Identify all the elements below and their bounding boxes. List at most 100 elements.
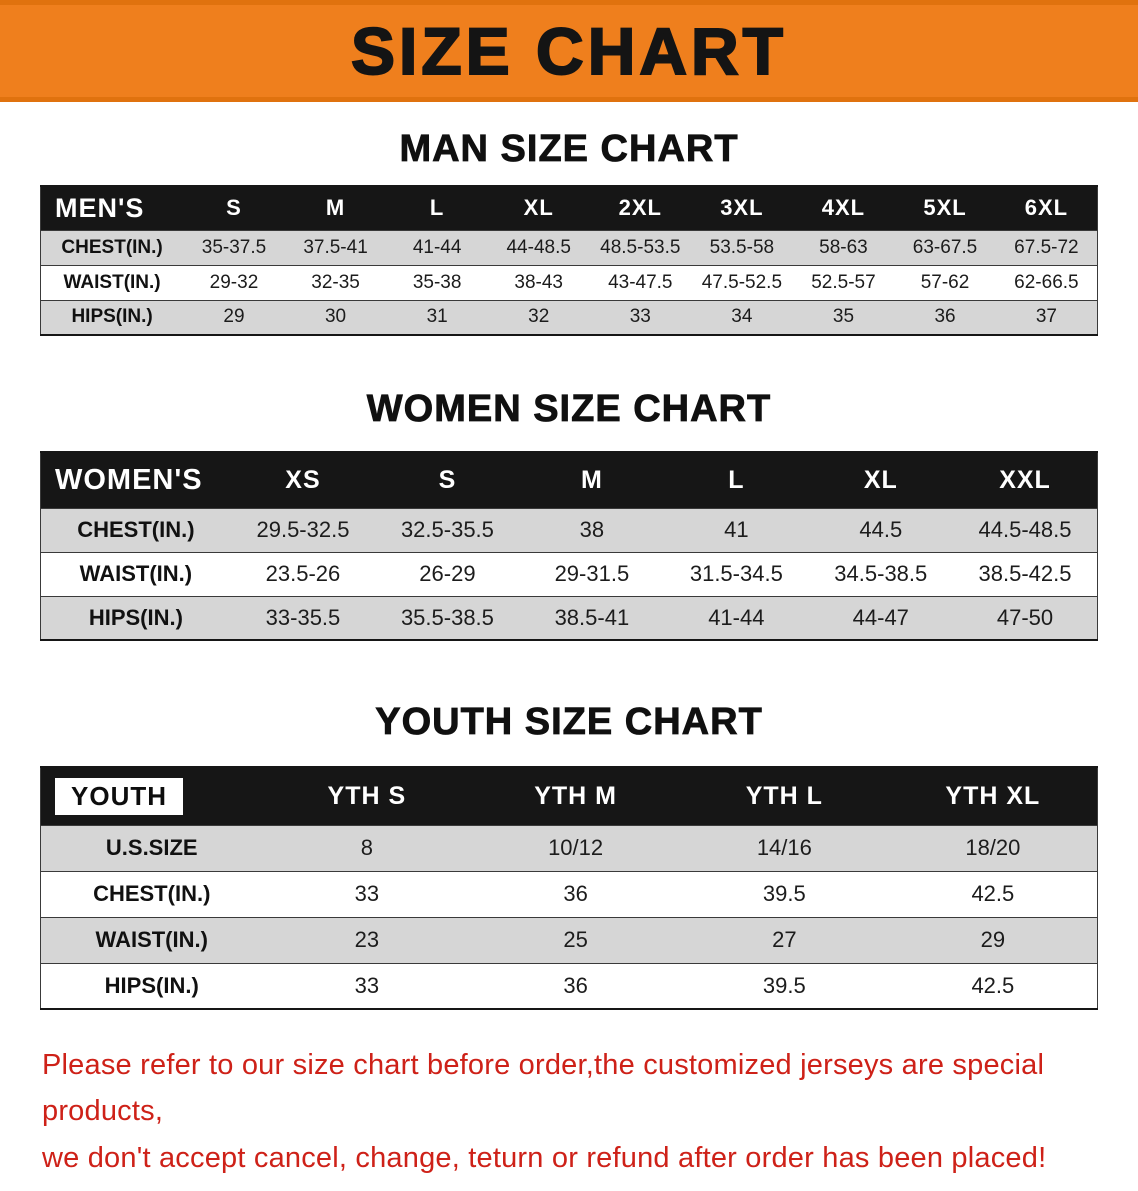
size-value-cell: 23 [354,927,380,952]
size-value-cell: 8 [360,835,373,860]
table-title-cell: MEN'S [55,192,145,223]
measurement-row: CHEST(IN.) 29.5-32.5 32.5-35.5 38 41 44.5 44.5… [40,508,1098,552]
size-header-cell: L [429,195,445,221]
size-value-cell: 35-38 [412,271,462,293]
measurement-row: CHEST(IN.) 33 36 39.5 42.5 [40,871,1098,917]
size-header-cell: 5XL [923,195,967,221]
measurement-row: WAIST(IN.) 29-32 32-35 35-38 38-43 43-47.5 47.… [40,265,1098,300]
size-header-cell: 6XL [1024,195,1069,221]
size-value-cell: 36 [563,881,588,906]
table-title-cell: WOMEN'S [55,463,203,496]
size-value-cell: 36 [563,972,588,998]
row-label-cell: HIPS(IN.) [88,604,183,630]
row-label-cell: U.S.SIZE [105,835,198,860]
size-value-cell: 29.5-32.5 [256,517,350,542]
row-label-cell: CHEST(IN.) [93,881,211,906]
size-value-cell: 18/20 [965,835,1021,860]
size-value-cell: 47-50 [996,604,1054,630]
size-value-cell: 38 [579,517,605,542]
size-value-cell: 39.5 [762,881,806,906]
size-value-cell: 63-67.5 [912,236,978,258]
size-value-cell: 36 [934,306,956,328]
size-value-cell: 10/12 [548,835,604,860]
size-value-cell: 58-63 [819,236,868,258]
size-value-cell: 38.5-41 [554,604,630,630]
mens-heading: MAN SIZE CHART [399,128,739,171]
womens-header-row: WOMEN'S XS S M L XL XXL [40,452,1098,508]
size-value-cell: 29 [980,927,1006,952]
size-value-cell: 26-29 [419,561,476,586]
size-header-cell: XS [285,465,321,494]
size-value-cell: 32 [528,306,550,328]
disclaimer-text: Please refer to our size chart before or… [42,1042,1096,1181]
row-label-cell: CHEST(IN.) [77,517,195,542]
size-value-cell: 47.5-52.5 [701,271,783,293]
row-label-cell: WAIST(IN.) [63,271,161,293]
content: MAN SIZE CHART MEN'S S M L XL 2XL 3XL 4XL 5XL 6XL… [0,128,1138,1191]
size-value-cell: 30 [324,306,347,328]
size-header-cell: 4XL [821,195,866,221]
size-value-cell: 34.5-38.5 [834,561,928,586]
size-value-cell: 27 [772,927,797,952]
size-value-cell: 29 [223,306,245,328]
size-header-cell: L [728,465,745,494]
size-value-cell: 62-66.5 [1014,271,1079,293]
size-header-cell: YTH S [327,781,407,810]
measurement-row: WAIST(IN.) 23 25 27 29 [40,917,1098,963]
row-label-cell: WAIST(IN.) [95,927,208,952]
size-value-cell: 41-44 [412,236,462,258]
size-value-cell: 31 [426,306,448,328]
size-header-cell: S [226,195,242,221]
size-value-cell: 35.5-38.5 [400,604,494,630]
row-label-cell: WAIST(IN.) [79,561,193,586]
mens-header-row: MEN'S S M L XL 2XL 3XL 4XL 5XL 6XL [40,186,1098,230]
size-value-cell: 34 [731,306,753,328]
youth-size-table: YOUTH YTH S YTH M YTH L YTH XL U.S.SIZE 8 10/1… [40,766,1098,1010]
size-value-cell: 44.5 [859,517,903,542]
size-value-cell: 57-62 [920,271,970,293]
size-value-cell: 41 [724,517,749,542]
size-value-cell: 38-43 [514,271,564,293]
measurement-row: CHEST(IN.) 35-37.5 37.5-41 41-44 44-48.5 48.5… [40,230,1098,265]
size-value-cell: 29-32 [209,271,259,293]
size-value-cell: 43-47.5 [608,271,673,293]
size-value-cell: 53.5-58 [709,236,775,258]
measurement-row: HIPS(IN.) 33-35.5 35.5-38.5 38.5-41 41-44 44-… [40,596,1098,640]
size-header-cell: YTH XL [945,781,1041,810]
size-value-cell: 25 [563,927,588,952]
row-label-cell: HIPS(IN.) [71,306,153,328]
measurement-row: WAIST(IN.) 23.5-26 26-29 29-31.5 31.5-34.5 34… [40,552,1098,596]
table-title-cell: YOUTH [41,767,263,825]
youth-heading: YOUTH SIZE CHART [375,701,763,744]
size-value-cell: 42.5 [971,881,1015,906]
size-value-cell: 29-31.5 [554,561,630,586]
size-value-cell: 41-44 [708,604,765,630]
size-header-cell: YTH L [745,781,823,810]
size-header-cell: 2XL [618,195,662,221]
size-header-cell: YTH M [534,781,617,810]
womens-size-table: WOMEN'S XS S M L XL XXL CHEST(IN.) 29.5-32.5 32.… [40,451,1098,641]
measurement-row: HIPS(IN.) 29 30 31 32 33 34 35 36 37 [40,300,1098,335]
size-value-cell: 33 [629,306,651,328]
size-header-cell: 3XL [720,195,764,221]
size-value-cell: 33 [354,881,380,906]
mens-section: MAN SIZE CHART MEN'S S M L XL 2XL 3XL 4XL 5XL 6XL… [40,128,1098,336]
size-value-cell: 38.5-42.5 [978,561,1072,586]
row-label-cell: HIPS(IN.) [104,972,199,998]
youth-section: YOUTH SIZE CHART YOUTH YTH S YTH M YTH L YTH… [40,701,1098,1010]
mens-size-table: MEN'S S M L XL 2XL 3XL 4XL 5XL 6XL CHEST(IN.) 35-3… [40,185,1098,336]
size-value-cell: 52.5-57 [811,271,876,293]
size-value-cell: 32.5-35.5 [400,517,494,542]
disclaimer-line-1: Please refer to our size chart before or… [42,1049,1045,1128]
measurement-row: HIPS(IN.) 33 36 39.5 42.5 [40,963,1098,1009]
size-value-cell: 44.5-48.5 [978,517,1072,542]
size-header-cell: M [580,465,603,494]
youth-header-row: YOUTH YTH S YTH M YTH L YTH XL [40,767,1098,825]
womens-section: WOMEN SIZE CHART WOMEN'S XS S M L XL XXL CHEST… [40,388,1098,641]
size-value-cell: 37 [1035,306,1057,328]
womens-heading: WOMEN SIZE CHART [366,388,772,431]
size-chart-banner: SIZE CHART [0,0,1138,102]
size-value-cell: 44-48.5 [506,236,571,258]
size-value-cell: 39.5 [762,972,806,998]
size-header-cell: XXL [999,465,1051,494]
